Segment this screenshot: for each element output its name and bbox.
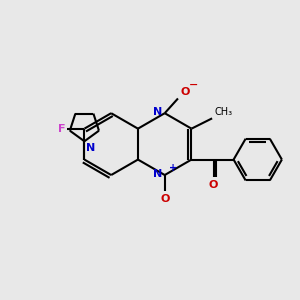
Text: O: O — [180, 87, 190, 97]
Text: F: F — [58, 124, 65, 134]
Text: N: N — [152, 107, 162, 117]
Text: −: − — [189, 80, 199, 90]
Text: N: N — [86, 143, 95, 153]
Text: O: O — [209, 180, 218, 190]
Text: CH₃: CH₃ — [214, 107, 232, 117]
Text: N: N — [152, 169, 162, 179]
Text: +: + — [169, 163, 177, 173]
Text: O: O — [160, 194, 169, 204]
